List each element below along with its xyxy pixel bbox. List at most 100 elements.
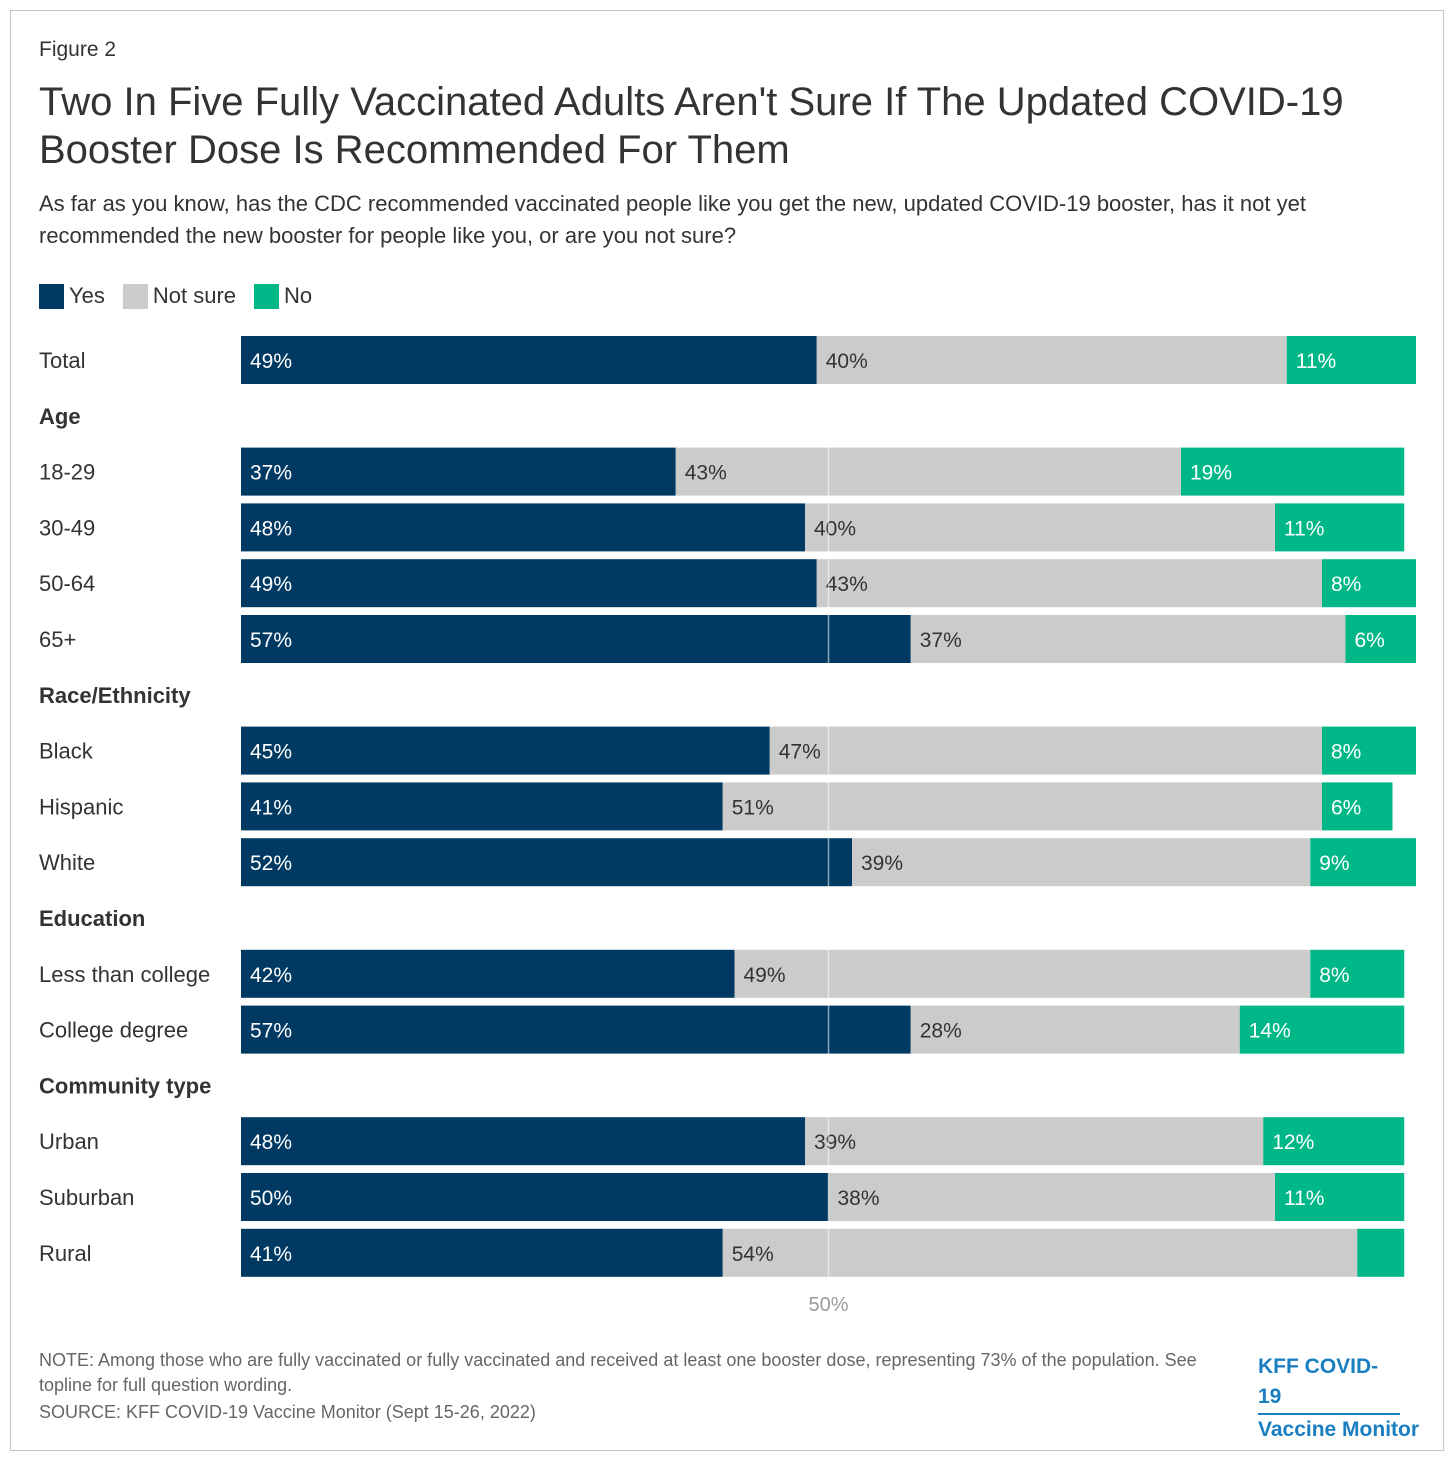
legend: Yes Not sure No (39, 282, 330, 310)
bar-segment-not-sure (722, 1228, 1358, 1277)
bar-segment-yes (241, 949, 735, 998)
data-label: 28% (920, 1020, 962, 1043)
bar-segment-no (1322, 726, 1416, 775)
data-label: 54% (732, 1243, 774, 1266)
bar-segment-no (1275, 503, 1405, 552)
category-label: College degree (39, 1018, 188, 1043)
bar-segment-yes (241, 1005, 911, 1054)
data-label: 11% (1284, 1187, 1324, 1210)
bar-segment-not-sure (910, 615, 1346, 663)
bar-segment-yes (241, 559, 817, 608)
legend-label-no: No (284, 283, 313, 308)
bar-segment-yes (241, 782, 723, 831)
bar-segment-not-sure (805, 1117, 1264, 1166)
bar-segment-not-sure (769, 726, 1322, 775)
brand-line-2: Vaccine Monitor (1258, 1418, 1420, 1441)
bar-segment-yes (241, 1117, 805, 1166)
bar-segment-no (1322, 559, 1416, 608)
bar-segment-no (1357, 1228, 1405, 1277)
group-label: Race/Ethnicity (39, 683, 191, 708)
bar-segment-yes (241, 503, 805, 552)
category-label: Black (39, 739, 94, 764)
brand-logo: KFF COVID-19 Vaccine Monitor (1258, 1352, 1419, 1445)
category-label: Urban (39, 1129, 99, 1154)
data-label: 57% (250, 1020, 292, 1043)
bar-segment-no (1310, 949, 1405, 998)
data-label: 8% (1319, 964, 1349, 987)
data-label: 40% (826, 350, 868, 373)
data-label: 37% (920, 629, 962, 652)
category-label: 30-49 (39, 515, 95, 540)
bar-segment-not-sure (828, 1173, 1275, 1221)
bar-segment-not-sure (816, 336, 1287, 384)
bar-segment-not-sure (722, 782, 1322, 831)
data-label: 49% (744, 964, 786, 987)
data-label: 41% (250, 1243, 292, 1266)
category-label: 65+ (39, 627, 76, 652)
brand-line-1: KFF COVID-19 (1258, 1352, 1400, 1415)
bar-segment-not-sure (816, 559, 1322, 608)
bar-segment-no (1239, 1005, 1405, 1054)
chart-subtitle: As far as you know, has the CDC recommen… (39, 191, 1306, 248)
footer-source: SOURCE: KFF COVID-19 Vaccine Monitor (Se… (39, 1402, 536, 1422)
chart-title: Two In Five Fully Vaccinated Adults Aren… (39, 80, 1344, 172)
data-label: 43% (826, 573, 868, 596)
data-label: 39% (861, 852, 903, 875)
bar-segment-yes (241, 1173, 829, 1221)
data-label: 43% (685, 462, 727, 485)
category-label: 18-29 (39, 460, 95, 485)
bar-segment-yes (241, 615, 911, 663)
data-label: 41% (250, 796, 292, 819)
bar-segment-no (1181, 447, 1405, 496)
bar-segment-no (1322, 782, 1393, 831)
x-tick-label: 50% (808, 1294, 848, 1316)
group-label: Education (39, 906, 145, 931)
data-label: 48% (250, 517, 292, 540)
data-label: 11% (1296, 350, 1336, 373)
data-label: 14% (1249, 1020, 1291, 1043)
legend-swatch-no (254, 283, 280, 309)
data-label: 37% (250, 462, 292, 485)
data-label: 38% (838, 1187, 880, 1210)
data-label: 6% (1331, 796, 1361, 819)
group-label: Community type (39, 1073, 211, 1098)
bar-segment-not-sure (675, 447, 1181, 496)
data-label: 42% (250, 964, 292, 987)
bar-segment-no (1345, 615, 1416, 663)
data-label: 12% (1272, 1131, 1314, 1154)
legend-item-not-sure: Not sure (122, 283, 237, 309)
data-label: 51% (732, 796, 774, 819)
figure-label: Figure 2 (39, 38, 117, 61)
category-label: 50-64 (39, 571, 95, 596)
bar-segment-no (1286, 336, 1416, 384)
bar-segment-not-sure (910, 1005, 1240, 1054)
group-label: Age (39, 404, 81, 429)
bar-segment-yes (241, 726, 770, 775)
legend-label-not-sure: Not sure (152, 283, 237, 308)
bar-segment-no (1310, 838, 1416, 887)
legend-swatch-yes (39, 283, 64, 309)
bar-segment-yes (241, 447, 676, 496)
legend-label-yes: Yes (69, 283, 105, 308)
data-label: 40% (814, 517, 856, 540)
data-label: 48% (250, 1131, 292, 1154)
bar-segment-yes (241, 1228, 723, 1277)
data-label: 49% (250, 350, 292, 373)
legend-swatch-not-sure (122, 283, 148, 309)
category-label: Hispanic (39, 794, 123, 819)
stacked-bar-chart: Total 49% 40% 11% Age 18-29 37% 43% 19% 30-49 48% 4… (39, 336, 1416, 1316)
data-label: 52% (250, 852, 292, 875)
data-label: 8% (1331, 741, 1361, 764)
data-label: 50% (250, 1187, 292, 1210)
bar-segment-not-sure (852, 838, 1311, 887)
bar-segment-yes (241, 838, 852, 887)
legend-item-yes: Yes (39, 283, 105, 309)
category-label: Total (39, 348, 85, 373)
data-label: 47% (779, 741, 821, 764)
category-label: Suburban (39, 1185, 134, 1210)
category-label: White (39, 850, 95, 875)
category-label: Rural (39, 1241, 92, 1266)
data-label: 57% (250, 629, 292, 652)
data-label: 6% (1355, 629, 1385, 652)
bar-segment-not-sure (805, 503, 1275, 552)
